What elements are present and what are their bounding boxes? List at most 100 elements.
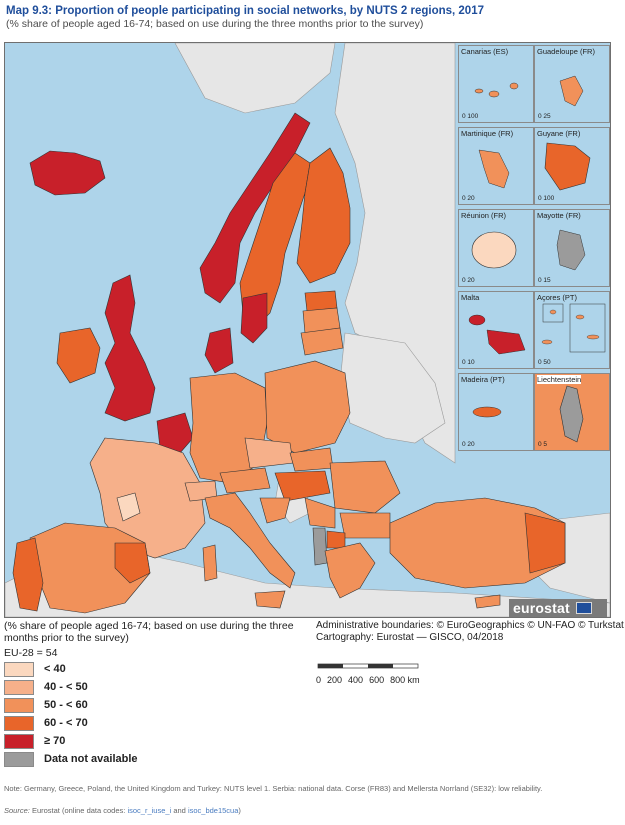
scale-bar-labels: 0 200 400 600 800 km [316, 675, 456, 685]
inset-scale: 0 10 [462, 359, 475, 366]
inset-guyane-shape [544, 142, 591, 191]
region-romania [329, 460, 401, 514]
inset-martinique-shape [478, 149, 510, 189]
scale-tick: 200 [327, 675, 343, 685]
legend-swatch [4, 661, 34, 677]
region-macedonia [326, 530, 346, 549]
region-ireland [56, 327, 101, 384]
inset-label: Guadeloupe (FR) [537, 47, 595, 56]
inset-canarias-shape [474, 82, 519, 98]
inset-label: Madeira (PT) [461, 375, 505, 384]
region-greece [324, 542, 376, 599]
source-prefix: Source: [4, 806, 30, 815]
region-poland [264, 360, 351, 454]
region-france [89, 437, 206, 559]
inset-malta: Malta 0 10 [458, 291, 534, 369]
inset-scale: 0 20 [462, 441, 475, 448]
scale-tick: 600 [369, 675, 385, 685]
inset-scale: 0 20 [462, 195, 475, 202]
inset-mayotte-shape [556, 229, 586, 271]
region-serbia [304, 497, 336, 529]
region-uk [104, 274, 156, 422]
scale-tick: 800 km [390, 675, 420, 685]
note: Note: Germany, Greece, Poland, the Unite… [4, 784, 543, 793]
region-albania [312, 527, 328, 566]
legend-swatch [4, 733, 34, 749]
inset-label: Réunion (FR) [461, 211, 507, 220]
region-austria [219, 467, 271, 494]
inset-madeira: Madeira (PT) 0 20 [458, 373, 534, 451]
eu-flag-icon [575, 602, 592, 614]
inset-label: Liechtenstein [537, 375, 582, 384]
legend-item: 60 - < 70 [4, 715, 304, 731]
scale-tick: 0 [316, 675, 322, 685]
inset-mayotte: Mayotte (FR) 0 15 [534, 209, 610, 287]
inset-acores-shape [541, 303, 606, 353]
legend-swatch [4, 751, 34, 767]
legend-swatch [4, 715, 34, 731]
inset-madeira-shape [472, 406, 502, 418]
source-suffix: ) [238, 806, 241, 815]
region-benelux [156, 412, 194, 454]
inset-canarias: Canarias (ES) 0 100 [458, 45, 534, 123]
region-portugal [12, 537, 44, 612]
scale-bar: 0 200 400 600 800 km [316, 660, 456, 690]
region-lithuania [300, 327, 344, 356]
source-and: and [173, 806, 186, 815]
land-greenland-north [174, 43, 336, 114]
inset-label: Malta [461, 293, 480, 302]
inset-scale: 0 100 [462, 113, 479, 120]
legend-label: 60 - < 70 [44, 717, 88, 729]
region-finland [296, 147, 351, 284]
legend-label: Data not available [44, 753, 138, 765]
legend-item: 40 - < 50 [4, 679, 304, 695]
legend-item: Data not available [4, 751, 304, 767]
region-turkey-east [524, 512, 566, 574]
scale-bar-graphic [317, 663, 419, 669]
inset-acores: Açores (PT) 0 50 [534, 291, 610, 369]
source-text: Eurostat (online data codes: [31, 806, 126, 815]
legend-swatch [4, 679, 34, 695]
legend-item: 50 - < 60 [4, 697, 304, 713]
region-hungary [274, 470, 331, 502]
source: Source: Eurostat (online data codes: iso… [4, 806, 241, 815]
credits-cartography: Cartography: Eurostat — GISCO, 04/2018 [316, 632, 504, 643]
region-sicily [254, 590, 286, 609]
legend-label: 50 - < 60 [44, 699, 88, 711]
region-cyprus [474, 594, 501, 609]
region-czech [244, 437, 294, 469]
source-link-2[interactable]: isoc_bde15cua [187, 806, 239, 815]
eurostat-logo-text: eurostat [513, 600, 570, 616]
legend-swatch [4, 697, 34, 713]
legend-item: < 40 [4, 661, 304, 677]
inset-scale: 0 5 [538, 441, 548, 448]
inset-martinique: Martinique (FR) 0 20 [458, 127, 534, 205]
credits-boundaries: Administrative boundaries: © EuroGeograp… [316, 620, 624, 631]
inset-liechtenstein-shape [559, 385, 584, 443]
inset-label: Guyane (FR) [537, 129, 581, 138]
map-title: Map 9.3: Proportion of people participat… [6, 4, 616, 18]
source-link-1[interactable]: isoc_r_iuse_i [127, 806, 172, 815]
inset-label: Açores (PT) [537, 293, 578, 302]
inset-scale: 0 50 [538, 359, 551, 366]
legend-heading: (% share of people aged 16-74; based on … [4, 620, 294, 644]
region-estonia [304, 290, 338, 312]
region-sardinia [202, 544, 218, 582]
eurostat-logo: eurostat [509, 599, 607, 617]
legend-label: ≥ 70 [44, 735, 66, 747]
map-subtitle: (% share of people aged 16-74; based on … [6, 18, 424, 30]
region-iceland [29, 150, 106, 196]
map-number: Map 9.3: [6, 5, 53, 17]
main-map: Canarias (ES) 0 100 Guadeloupe (FR) 0 25… [4, 42, 611, 618]
scale-tick: 400 [348, 675, 364, 685]
inset-label: Mayotte (FR) [537, 211, 581, 220]
inset-guyane: Guyane (FR) 0 100 [534, 127, 610, 205]
inset-label: Canarias (ES) [461, 47, 509, 56]
inset-reunion-shape [471, 231, 517, 269]
credits: Administrative boundaries: © EuroGeograp… [316, 620, 624, 644]
region-france-centre [116, 492, 141, 522]
legend: (% share of people aged 16-74; based on … [4, 620, 304, 767]
legend-eu-average: EU-28 = 54 [4, 647, 58, 659]
inset-malta-shape [468, 314, 526, 355]
inset-guadeloupe-shape [559, 75, 584, 107]
